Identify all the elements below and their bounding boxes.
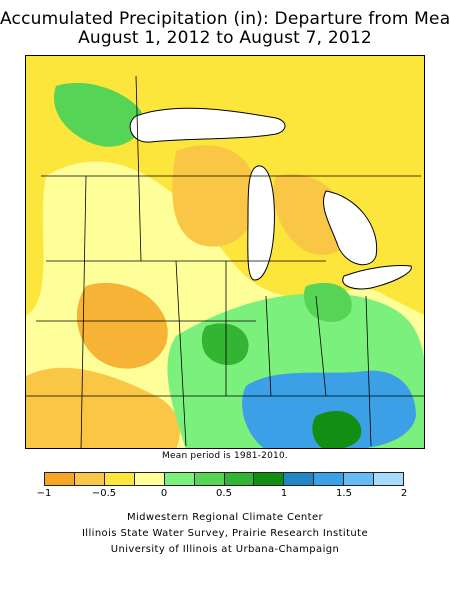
legend-tick-labels: −1 −0.5 0 0.5 1 1.5 2 [37,488,408,502]
lake-michigan [247,165,275,281]
legend-swatch [194,473,225,485]
very-wet-zone-kentucky [242,370,416,448]
legend-swatch [45,473,75,485]
legend-tick-label: 0 [160,488,168,499]
dry-zone-iowa [76,282,168,369]
legend-swatch [374,473,404,485]
mean-period-note: Mean period is 1981-2010. [162,451,288,461]
wet-zone-east [303,282,352,322]
legend-swatch [254,473,285,485]
dry-zone-wisconsin [172,145,257,247]
legend-swatch [284,473,315,485]
legend-swatch [314,473,345,485]
credit-line-1: Midwestern Regional Climate Center [126,512,324,523]
legend-tick-label: 0.5 [216,488,232,499]
lake-huron [323,190,378,266]
precipitation-map [25,55,425,449]
state-boundaries [26,75,424,448]
lake-superior [129,107,286,143]
title-line-1: Accumulated Precipitation (in): Departur… [0,9,450,29]
map-title: Accumulated Precipitation (in): Departur… [0,10,450,48]
dry-zone-missouri [26,367,180,448]
credits: Midwestern Regional Climate Center Illin… [0,510,450,558]
wet-zone-minnesota [54,82,144,147]
legend-swatch [74,473,105,485]
title-line-2: August 1, 2012 to August 7, 2012 [78,28,372,48]
credit-line-2: Illinois State Water Survey, Prairie Res… [81,528,369,539]
legend-tick-label: 1 [280,488,288,499]
lake-erie [342,265,412,290]
legend-swatch [134,473,165,485]
very-wet-zone-core [312,410,362,448]
legend-swatch [164,473,195,485]
legend-tick-label: −0.5 [91,488,117,499]
legend-tick-label: −1 [36,488,52,499]
legend-swatch [104,473,135,485]
wet-zone-indiana [201,323,249,366]
legend-swatch [344,473,375,485]
color-legend [44,472,404,486]
legend-tick-label: 1.5 [336,488,352,499]
legend-swatch [224,473,255,485]
credit-line-3: University of Illinois at Urbana-Champai… [110,544,340,555]
legend-tick-label: 2 [400,488,408,499]
